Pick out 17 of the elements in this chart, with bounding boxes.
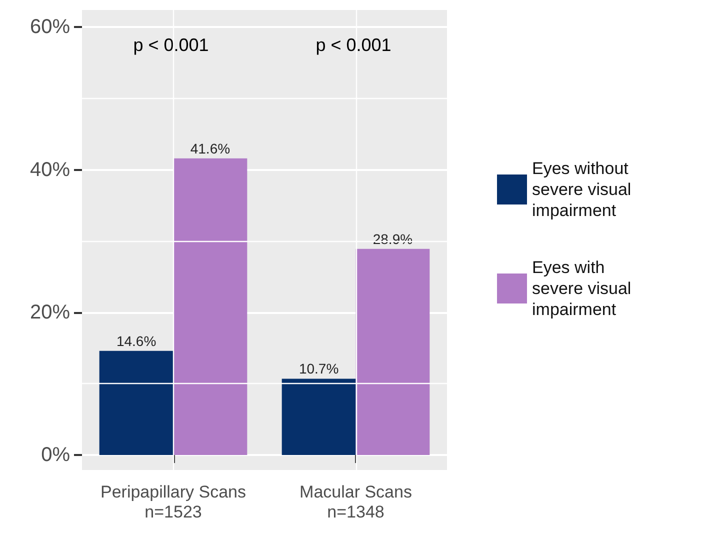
bar bbox=[356, 248, 430, 456]
data-label: 14.6% bbox=[116, 332, 156, 349]
legend-label: Eyes without severe visual impairment bbox=[532, 159, 632, 220]
bar bbox=[99, 350, 174, 456]
bar bbox=[282, 378, 356, 456]
y-tick-label: 40% bbox=[30, 158, 70, 181]
data-label: 10.7% bbox=[298, 360, 339, 377]
x-tick-label: Macular Scans n=1348 bbox=[300, 482, 412, 522]
y-tick-label: 20% bbox=[30, 301, 70, 324]
bar bbox=[173, 158, 248, 456]
annotation: p < 0.001 bbox=[133, 35, 209, 55]
y-tick-label: 60% bbox=[30, 16, 70, 38]
annotation: p < 0.001 bbox=[316, 35, 392, 55]
y-tick-label: 0% bbox=[41, 444, 70, 466]
data-label: 41.6% bbox=[190, 140, 230, 156]
x-tick-label: Peripapillary Scans n=1523 bbox=[100, 482, 246, 522]
legend-label: Eyes with severe visual impairment bbox=[532, 258, 632, 319]
